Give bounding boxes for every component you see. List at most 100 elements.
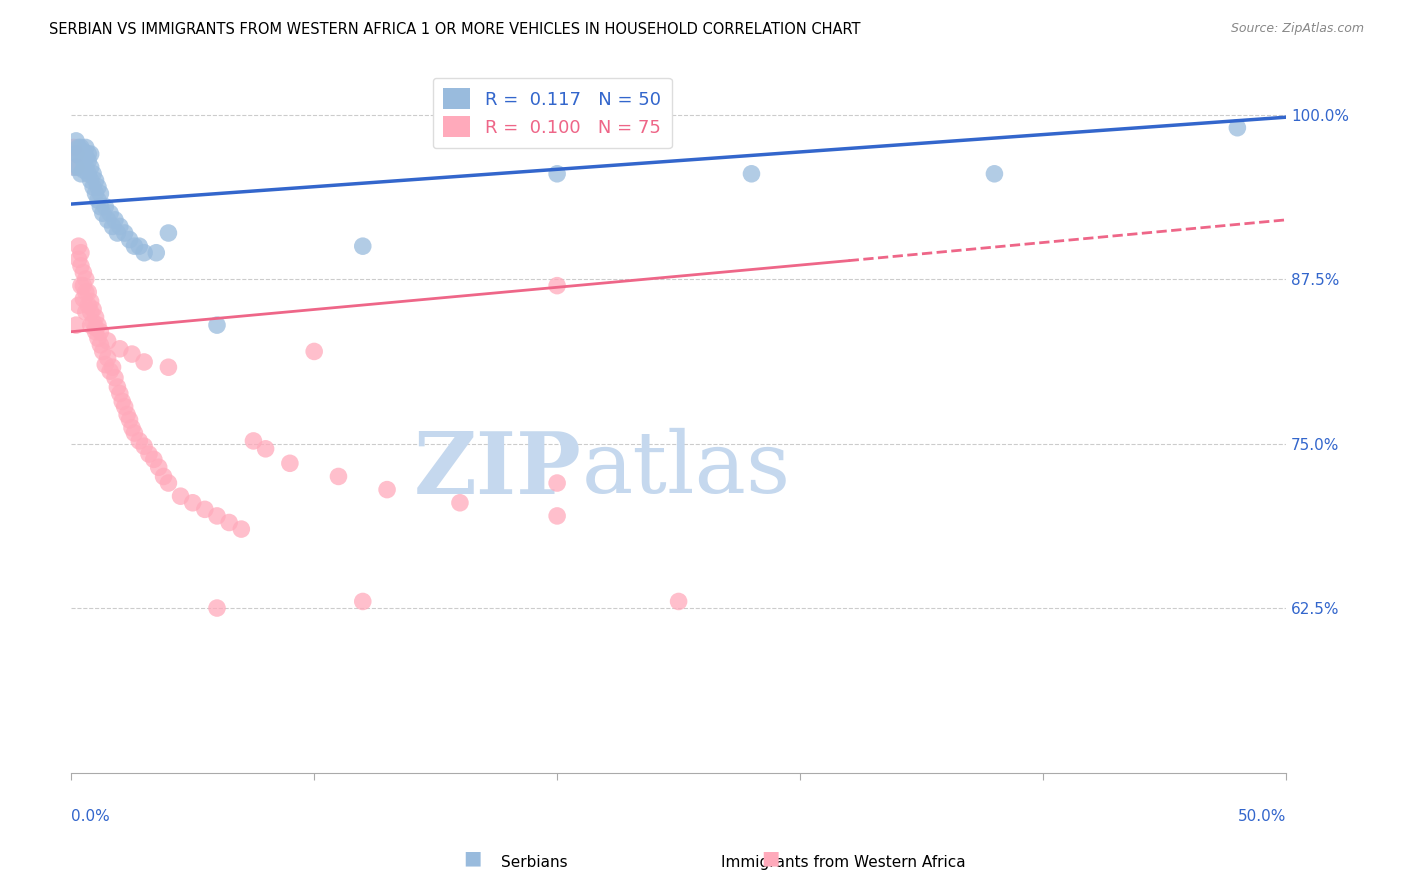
Text: Serbians: Serbians	[501, 855, 568, 870]
Point	[79, 294, 101, 309]
Point	[101, 219, 124, 234]
Point	[70, 259, 93, 273]
Point	[67, 239, 90, 253]
Point	[983, 167, 1005, 181]
Point	[546, 278, 568, 293]
Point	[740, 167, 762, 181]
Point	[98, 206, 121, 220]
Point	[449, 496, 471, 510]
Point	[114, 226, 136, 240]
Point	[75, 285, 97, 300]
Point	[205, 508, 228, 523]
Text: atlas: atlas	[582, 428, 790, 511]
Text: SERBIAN VS IMMIGRANTS FROM WESTERN AFRICA 1 OR MORE VEHICLES IN HOUSEHOLD CORREL: SERBIAN VS IMMIGRANTS FROM WESTERN AFRIC…	[49, 22, 860, 37]
Point	[134, 439, 156, 453]
Point	[205, 318, 228, 332]
Point	[65, 147, 87, 161]
Point	[546, 508, 568, 523]
Point	[124, 239, 146, 253]
Point	[108, 386, 131, 401]
Point	[67, 147, 90, 161]
Point	[118, 413, 141, 427]
Point	[82, 167, 104, 181]
Point	[89, 186, 111, 201]
Point	[65, 318, 87, 332]
Point	[82, 302, 104, 317]
Point	[1226, 120, 1249, 135]
Point	[231, 522, 253, 536]
Point	[77, 153, 100, 168]
Point	[157, 226, 180, 240]
Point	[108, 219, 131, 234]
Point	[72, 278, 94, 293]
Point	[70, 150, 93, 164]
Point	[157, 476, 180, 491]
Point	[72, 145, 94, 159]
Point	[67, 160, 90, 174]
Legend: R =  0.117   N = 50, R =  0.100   N = 75: R = 0.117 N = 50, R = 0.100 N = 75	[433, 78, 672, 148]
Point	[97, 212, 120, 227]
Point	[94, 200, 117, 214]
Point	[70, 278, 93, 293]
Point	[375, 483, 398, 497]
Point	[79, 160, 101, 174]
Point	[87, 180, 110, 194]
Point	[91, 344, 114, 359]
Point	[72, 162, 94, 177]
Point	[134, 245, 156, 260]
Text: Immigrants from Western Africa: Immigrants from Western Africa	[721, 855, 966, 870]
Point	[77, 298, 100, 312]
Point	[75, 150, 97, 164]
Text: Source: ZipAtlas.com: Source: ZipAtlas.com	[1230, 22, 1364, 36]
Point	[105, 380, 128, 394]
Point	[87, 331, 110, 345]
Point	[82, 316, 104, 330]
Point	[89, 325, 111, 339]
Point	[108, 342, 131, 356]
Point	[181, 496, 204, 510]
Point	[668, 594, 690, 608]
Point	[84, 320, 107, 334]
Point	[72, 292, 94, 306]
Point	[65, 147, 87, 161]
Text: ZIP: ZIP	[413, 428, 582, 512]
Point	[148, 460, 170, 475]
Point	[152, 469, 174, 483]
Point	[98, 364, 121, 378]
Point	[75, 305, 97, 319]
Point	[97, 351, 120, 365]
Text: ■: ■	[463, 848, 482, 867]
Point	[87, 318, 110, 332]
Point	[121, 421, 143, 435]
Point	[84, 310, 107, 325]
Text: ■: ■	[761, 848, 780, 867]
Point	[79, 305, 101, 319]
Point	[302, 344, 325, 359]
Point	[546, 476, 568, 491]
Point	[121, 347, 143, 361]
Point	[124, 425, 146, 440]
Point	[67, 298, 90, 312]
Text: 0.0%: 0.0%	[72, 809, 110, 824]
Point	[70, 245, 93, 260]
Point	[145, 245, 167, 260]
Point	[97, 334, 120, 348]
Point	[89, 338, 111, 352]
Point	[218, 516, 240, 530]
Point	[128, 434, 150, 448]
Point	[194, 502, 217, 516]
Point	[352, 239, 374, 253]
Point	[75, 140, 97, 154]
Point	[77, 167, 100, 181]
Point	[111, 394, 134, 409]
Point	[142, 452, 165, 467]
Point	[70, 167, 93, 181]
Point	[87, 193, 110, 207]
Point	[94, 358, 117, 372]
Point	[114, 400, 136, 414]
Point	[62, 140, 84, 154]
Point	[105, 226, 128, 240]
Point	[75, 160, 97, 174]
Point	[205, 601, 228, 615]
Point	[254, 442, 277, 456]
